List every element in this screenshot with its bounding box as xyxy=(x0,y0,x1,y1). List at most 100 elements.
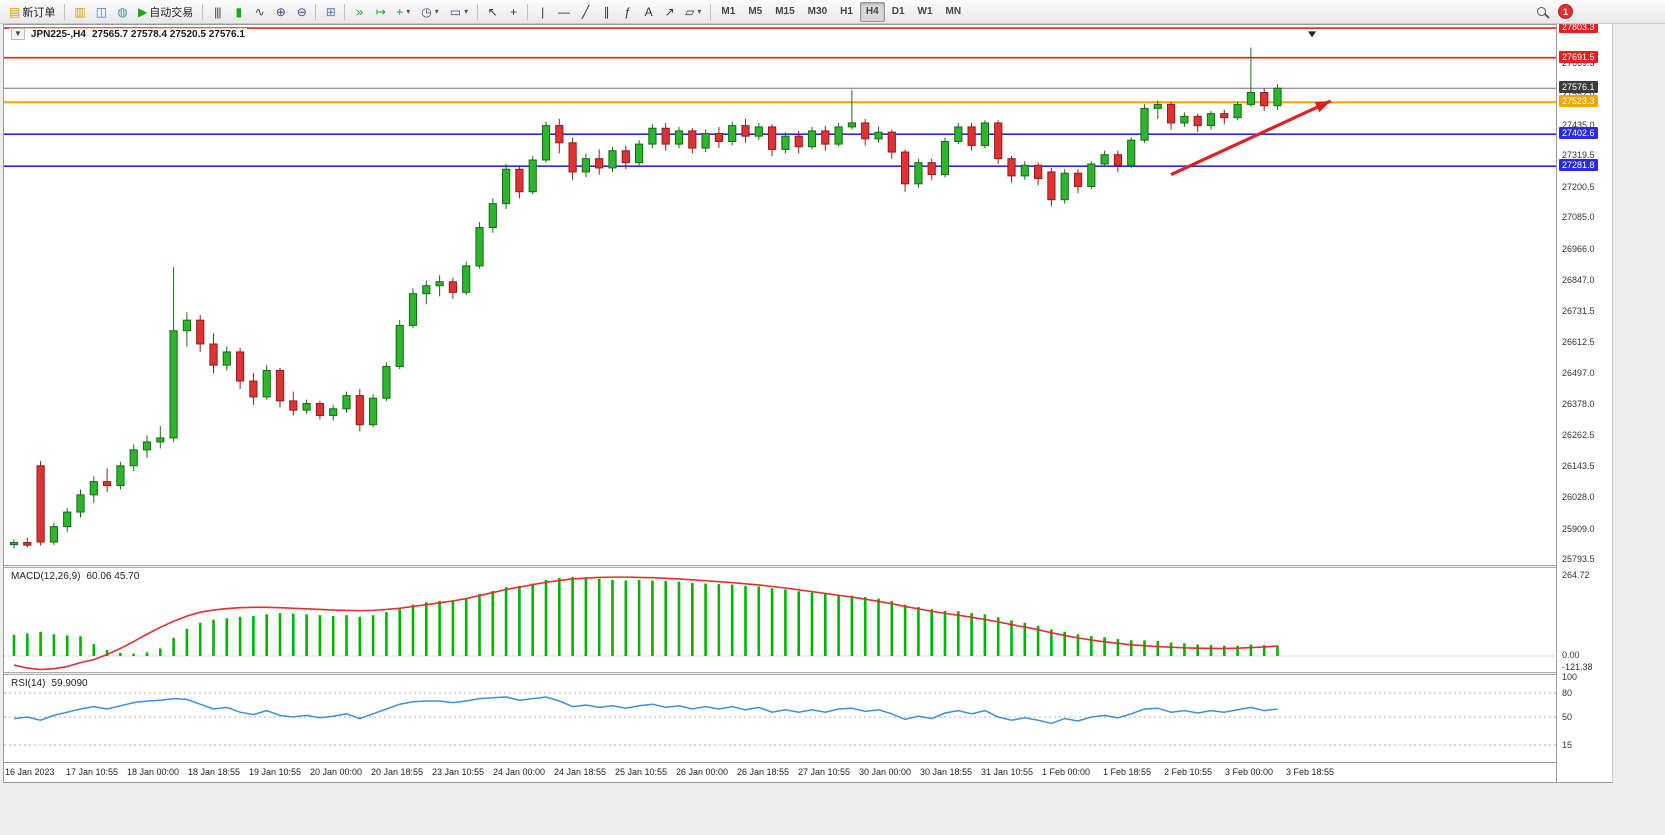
caret-down-icon: ▾ xyxy=(697,7,702,16)
new-order-button-label: 新订单 xyxy=(22,6,56,19)
price-tick-label: 26612.5 xyxy=(1562,337,1595,348)
rsi-scale-label: 100 xyxy=(1562,671,1578,682)
time-axis-label: 23 Jan 10:55 xyxy=(432,767,485,777)
price-badge[interactable]: 27803.3 xyxy=(1559,21,1598,34)
chart-ohlc-label: 27565.7 27578.4 27520.5 27576.1 xyxy=(91,28,245,40)
time-axis-label: 26 Jan 18:55 xyxy=(737,767,790,777)
pane-separator[interactable] xyxy=(4,565,1556,568)
trendline-button[interactable]: ╱ xyxy=(575,2,595,22)
market-watch-button[interactable]: ▥ xyxy=(69,2,89,22)
zoom-out-button[interactable]: ⊖ xyxy=(291,2,311,22)
toolbar-separator xyxy=(315,3,317,20)
auto-scroll-icon: » xyxy=(356,4,363,19)
toolbar-separator xyxy=(477,3,479,20)
time-axis-label: 18 Jan 00:00 xyxy=(127,767,180,777)
timeframe-button-m1[interactable]: M1 xyxy=(721,6,736,17)
price-badge[interactable]: 27402.6 xyxy=(1559,127,1598,140)
notification-badge[interactable]: 1 xyxy=(1558,4,1573,19)
cursor-button[interactable]: ↖ xyxy=(482,2,502,22)
autotrade-button[interactable]: ▶ 自动交易 xyxy=(133,2,198,22)
data-window-button[interactable]: ◫ xyxy=(91,2,111,22)
arrow-tool-icon: ↗ xyxy=(664,4,675,19)
chart-collapse-button[interactable]: ▼ xyxy=(11,28,25,40)
price-badge[interactable]: 27576.1 xyxy=(1559,81,1598,94)
rsi-scale-label: 80 xyxy=(1562,687,1573,698)
price-tick-label: 26847.0 xyxy=(1562,275,1595,286)
price-tick-label: 26966.0 xyxy=(1562,243,1595,254)
time-axis-label: 17 Jan 10:55 xyxy=(66,767,119,777)
caret-down-icon: ▾ xyxy=(464,7,469,16)
price-tick-label: 26497.0 xyxy=(1562,367,1595,378)
candlestick-icon: ▮ xyxy=(235,4,242,19)
price-badge[interactable]: 27523.3 xyxy=(1559,95,1598,108)
price-tick-label: 26143.5 xyxy=(1562,461,1595,472)
timeframe-button-mn[interactable]: MN xyxy=(945,6,962,17)
price-axis[interactable]: 27669.527552.027435.027319.527200.527085… xyxy=(1557,21,1613,783)
arrows-button[interactable]: ↗ xyxy=(659,2,679,22)
toolbar-separator xyxy=(202,3,204,20)
price-tick-label: 26028.0 xyxy=(1562,492,1595,503)
toolbar-separator xyxy=(710,3,712,20)
timeframe-button-m5[interactable]: M5 xyxy=(748,6,763,17)
horizontal-line-button[interactable]: — xyxy=(553,2,574,22)
time-axis-label: 3 Feb 00:00 xyxy=(1225,767,1274,777)
market-watch-icon: ▥ xyxy=(74,4,85,19)
price-badge[interactable]: 27281.8 xyxy=(1559,159,1598,172)
rsi-label: RSI(14) xyxy=(11,678,46,689)
time-axis-label: 16 Jan 2023 xyxy=(5,767,55,777)
main-chart-canvas[interactable] xyxy=(4,25,1556,565)
chart-window: 16 Jan 2023 17 Jan 10:55 18 Jan 00:00 18 Ja… xyxy=(3,24,1557,783)
time-axis-label: 24 Jan 18:55 xyxy=(554,767,607,777)
line-chart-button[interactable]: ∿ xyxy=(249,2,269,22)
toolbar-separator xyxy=(527,3,529,20)
new-order-button[interactable]: ▤ 新订单 xyxy=(4,2,60,22)
price-tick-label: 27200.5 xyxy=(1562,181,1595,192)
timeframe-button-m30[interactable]: M30 xyxy=(807,6,828,17)
crosshair-button[interactable]: + xyxy=(503,2,523,22)
rsi-title: RSI(14) 59.9090 xyxy=(9,678,90,689)
rsi-pane-canvas[interactable] xyxy=(4,675,1556,762)
toolbar-right-group: 1 xyxy=(1537,4,1573,19)
bar-chart-button[interactable]: ||| xyxy=(207,2,227,22)
channel-button[interactable]: ∥ xyxy=(596,2,616,22)
macd-label: MACD(12,26,9) xyxy=(11,571,81,582)
template-button[interactable]: ▭ ▾ xyxy=(445,2,473,22)
period-button[interactable]: ◷ ▾ xyxy=(416,2,444,22)
time-axis-label: 1 Feb 00:00 xyxy=(1042,767,1091,777)
time-axis-label: 20 Jan 18:55 xyxy=(371,767,424,777)
shapes-button[interactable]: ▱ ▾ xyxy=(680,2,706,22)
toolbar-separator xyxy=(64,3,66,20)
macd-pane-canvas[interactable] xyxy=(4,568,1556,672)
timeframe-button-d1[interactable]: D1 xyxy=(891,6,905,17)
auto-scroll-button[interactable]: » xyxy=(349,2,369,22)
new-chart-icon: + xyxy=(396,4,403,19)
vertical-line-button[interactable]: | xyxy=(532,2,552,22)
time-axis-label: 24 Jan 00:00 xyxy=(493,767,546,777)
navigator-button[interactable]: ◍ xyxy=(112,2,132,22)
timeframe-button-m15[interactable]: M15 xyxy=(775,6,795,17)
caret-down-icon: ▾ xyxy=(434,7,439,16)
fibonacci-button[interactable]: ƒ xyxy=(617,2,637,22)
timeframe-button-h1[interactable]: H1 xyxy=(840,6,853,17)
price-tick-label: 26731.5 xyxy=(1562,305,1595,316)
pane-separator[interactable] xyxy=(4,672,1556,675)
tile-windows-button[interactable]: ⊞ xyxy=(320,2,340,22)
macd-scale-label: 0.00 xyxy=(1562,650,1580,660)
chart-shift-button[interactable]: ↦ xyxy=(370,2,390,22)
text-button[interactable]: A xyxy=(638,2,658,22)
candlestick-chart-button[interactable]: ▮ xyxy=(228,2,248,22)
new-order-icon: ▤ xyxy=(9,4,20,19)
search-icon[interactable] xyxy=(1537,7,1546,16)
time-axis-label: 18 Jan 18:55 xyxy=(188,767,241,777)
price-badge[interactable]: 27691.5 xyxy=(1559,50,1598,63)
time-axis-label: 2 Feb 10:55 xyxy=(1164,767,1213,777)
timeframe-button-h4[interactable]: H4 xyxy=(859,1,885,22)
chart-template-icon: ▭ xyxy=(449,4,461,19)
zoom-in-button[interactable]: ⊕ xyxy=(270,2,290,22)
time-axis[interactable]: 16 Jan 2023 17 Jan 10:55 18 Jan 00:00 18 Ja… xyxy=(4,762,1556,782)
text-icon: A xyxy=(644,4,653,19)
new-chart-button[interactable]: + ▾ xyxy=(391,2,415,22)
fibonacci-icon: ƒ xyxy=(624,4,631,19)
timeframe-button-w1[interactable]: W1 xyxy=(917,6,933,17)
macd-title: MACD(12,26,9) 60.06 45.70 xyxy=(9,571,142,582)
